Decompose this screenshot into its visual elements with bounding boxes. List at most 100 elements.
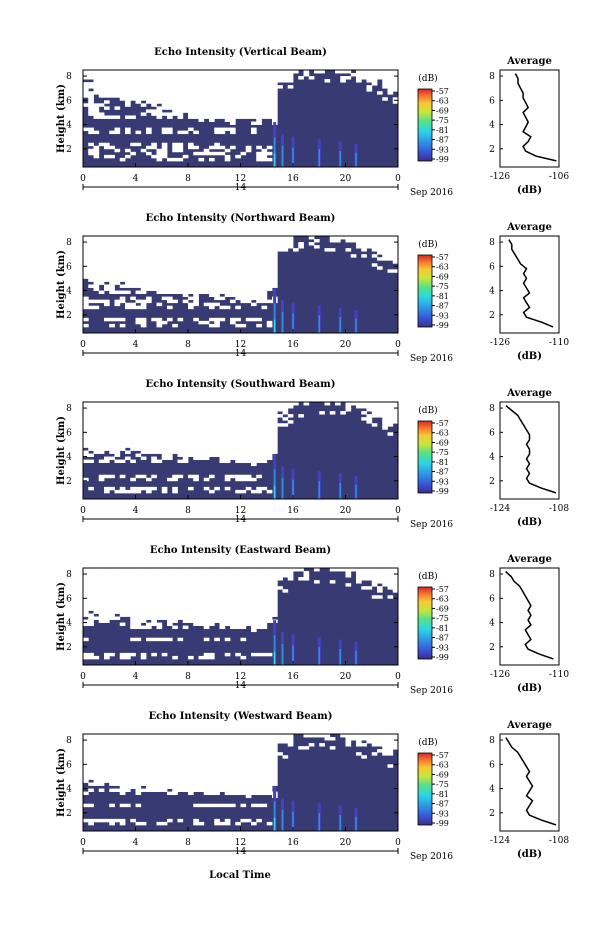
heatmap-cell: [188, 245, 194, 249]
heatmap-cell: [261, 103, 268, 107]
heatmap-cell: [209, 82, 215, 86]
heatmap-cell: [114, 574, 121, 578]
heatmap-cell: [193, 94, 199, 98]
heatmap-cell: [109, 734, 115, 738]
heatmap-cell: [245, 592, 252, 596]
heatmap-cell: [156, 755, 163, 759]
heatmap-cell: [83, 761, 89, 765]
heatmap-cell: [214, 281, 220, 285]
heatmap-cell: [172, 414, 178, 418]
heatmap-cell: [261, 734, 268, 738]
heatmap-cell: [251, 752, 257, 756]
heatmap-cell: [240, 803, 247, 808]
heatmap-cell: [109, 749, 115, 753]
heatmap-cell: [130, 580, 136, 584]
heatmap-cell: [245, 743, 252, 747]
heatmap-cell: [230, 94, 236, 98]
heatmap-cell: [198, 782, 205, 786]
heatmap-cell: [240, 420, 247, 424]
heatmap-cell: [245, 601, 252, 605]
heatmap-cell: [266, 85, 273, 89]
x-tick-label: 0: [395, 506, 401, 516]
x-tick-label: 12: [235, 174, 246, 184]
heatmap-cell: [151, 616, 157, 620]
heatmap-cell: [209, 613, 215, 617]
heatmap-cell: [266, 586, 273, 590]
heatmap-cell: [251, 740, 257, 744]
heatmap-cell: [161, 601, 168, 605]
heatmap-cell: [256, 426, 262, 430]
heatmap-cell: [167, 73, 173, 77]
heatmap-cell: [235, 782, 241, 786]
colorbar-tick-label: -99: [436, 155, 449, 164]
heatmap-cell: [167, 278, 173, 282]
heatmap-cell: [172, 281, 178, 285]
heatmap-cell: [193, 743, 199, 747]
heatmap-cell: [98, 743, 105, 747]
heatmap-cell: [240, 281, 247, 285]
heatmap-cell: [93, 752, 100, 756]
heatmap-cell: [245, 278, 252, 282]
heatmap-cell: [156, 788, 163, 792]
colorbar-label: (dB): [418, 239, 437, 250]
heatmap-cell: [151, 272, 157, 276]
heatmap-cell: [114, 426, 121, 430]
heatmap-cell: [272, 441, 278, 445]
heatmap-cell: [177, 637, 184, 642]
heatmap-cell: [109, 245, 115, 249]
heatmap-cell: [224, 586, 231, 590]
heatmap-cell: [119, 655, 126, 660]
heatmap-cell: [382, 749, 388, 753]
heatmap-cell: [266, 755, 273, 759]
heatmap-cell: [230, 245, 236, 249]
heatmap-cell: [261, 106, 268, 110]
heatmap-cell: [203, 109, 210, 113]
heatmap-cell: [130, 432, 136, 436]
heatmap-cell: [209, 239, 215, 243]
heatmap-cell: [93, 776, 100, 780]
heatmap-cell: [151, 432, 157, 436]
heatmap-cell: [114, 583, 121, 587]
heatmap-cell: [130, 613, 136, 617]
heatmap-cell: [272, 402, 278, 406]
heatmap-cell: [261, 652, 268, 657]
heatmap-cell: [161, 100, 168, 104]
heatmap-cell: [303, 402, 310, 406]
heatmap-cell: [177, 269, 184, 273]
profile-line: [505, 737, 557, 826]
colorbar: [417, 752, 433, 826]
heatmap-cell: [151, 637, 157, 642]
heatmap-cell: [193, 85, 199, 89]
heatmap-cell: [266, 257, 273, 261]
heatmap-cell: [219, 598, 226, 602]
heatmap-cell: [156, 577, 163, 581]
profile-y-tick-label: 6: [489, 262, 495, 272]
heatmap-cell: [214, 737, 220, 741]
heatmap-cell: [135, 770, 142, 774]
heatmap-cell: [109, 444, 115, 448]
heatmap-cell: [161, 776, 168, 780]
heatmap-cell: [261, 100, 268, 104]
heatmap-cell: [245, 459, 252, 464]
heatmap-cell: [188, 438, 194, 442]
heatmap-cell: [261, 435, 268, 439]
heatmap-cell: [235, 100, 241, 104]
heatmap-cell: [256, 79, 262, 83]
heatmap-cell: [214, 426, 220, 430]
heatmap-cell: [83, 601, 89, 605]
heatmap-cell: [130, 758, 136, 762]
heatmap-cell: [261, 251, 268, 255]
heatmap-cell: [198, 580, 205, 584]
heatmap-cell: [235, 444, 241, 448]
heatmap-cell: [356, 245, 362, 249]
heatmap-cell: [214, 453, 220, 457]
heatmap-cell: [282, 76, 289, 80]
heatmap-cell: [240, 622, 247, 626]
heatmap-cell: [130, 607, 136, 611]
x-tick-label: 20: [340, 672, 352, 682]
heatmap-cell: [167, 613, 173, 617]
heatmap-cell: [125, 236, 131, 240]
heatmap-cell: [245, 76, 252, 80]
heatmap-cell: [240, 441, 247, 445]
heatmap-cell: [88, 601, 94, 605]
